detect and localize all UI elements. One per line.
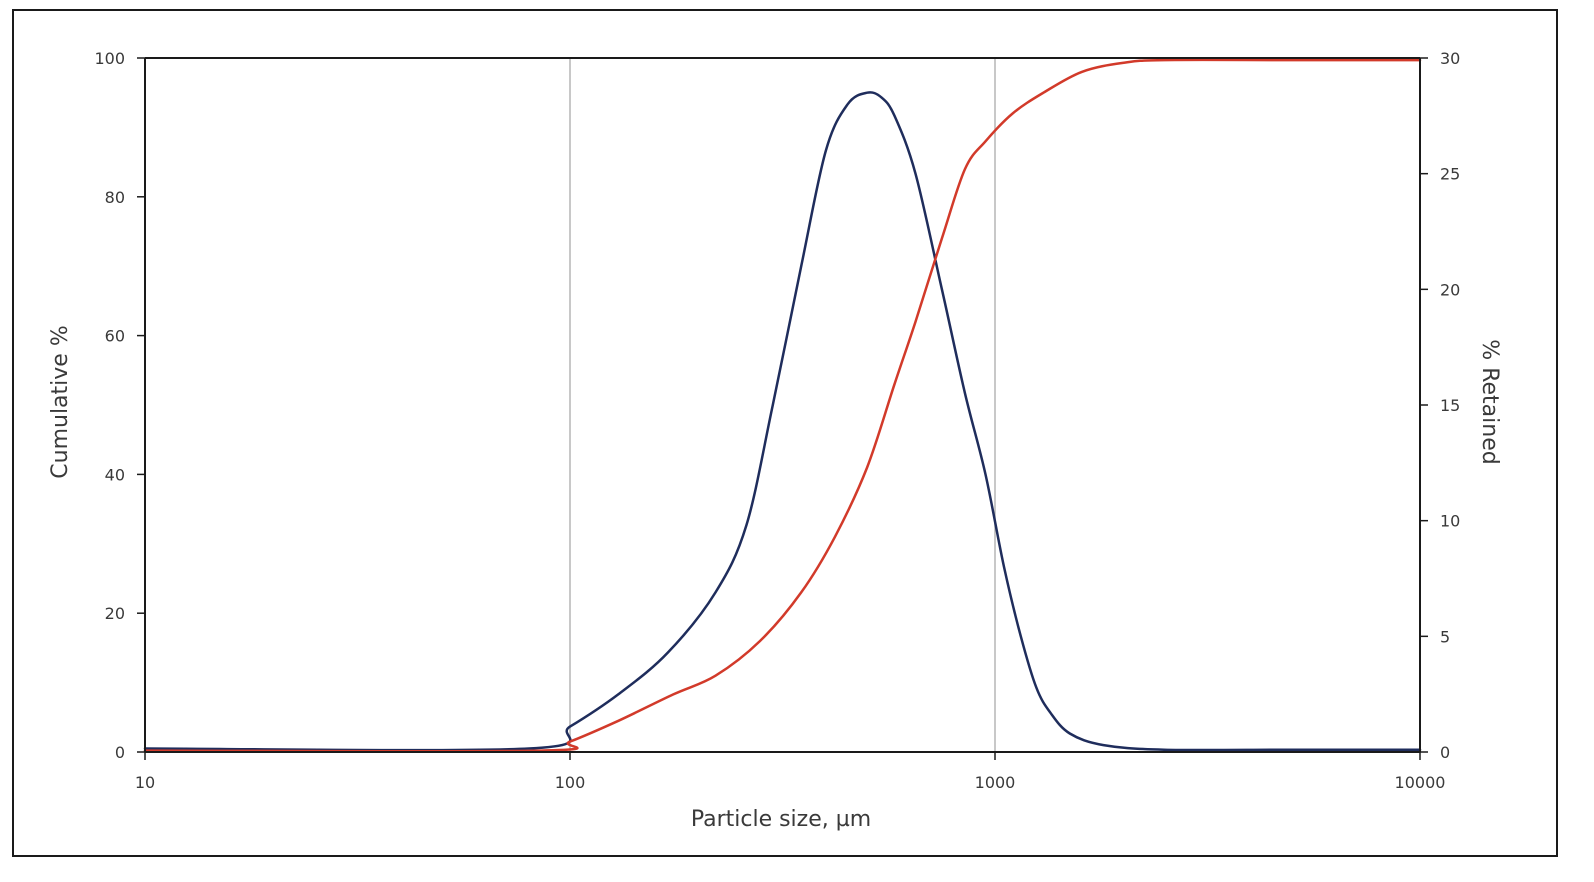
x-tick-label: 100 (555, 773, 586, 792)
y2-tick-label: 25 (1440, 165, 1460, 184)
axes (144, 57, 1421, 753)
y2-tick-label: 5 (1440, 627, 1450, 646)
chart-frame (12, 9, 1558, 857)
y-tick-label: 60 (105, 327, 125, 346)
y2-tick-label: 30 (1440, 49, 1460, 68)
y-axis-title: Cumulative % (48, 325, 73, 478)
curves (143, 58, 1422, 753)
grid-lines (569, 58, 996, 752)
x-axis-title: Particle size, µm (691, 807, 871, 832)
x-tick-label: 1000 (975, 773, 1016, 792)
y-tick-label: 100 (94, 49, 125, 68)
y-tick-label: 20 (105, 604, 125, 623)
x-tick-label: 10 (135, 773, 155, 792)
y2-tick-label: 10 (1440, 512, 1460, 531)
retained-curve (143, 91, 1422, 752)
y2-tick-label: 20 (1440, 280, 1460, 299)
y-tick-label: 40 (105, 465, 125, 484)
cumulative-curve (143, 58, 1422, 753)
y2-tick-label: 15 (1440, 396, 1460, 415)
x-tick-label: 10000 (1395, 773, 1446, 792)
y-tick-label: 0 (115, 743, 125, 762)
y-tick-label: 80 (105, 188, 125, 207)
y2-axis-title: % Retained (1477, 339, 1502, 464)
y2-tick-label: 0 (1440, 743, 1450, 762)
